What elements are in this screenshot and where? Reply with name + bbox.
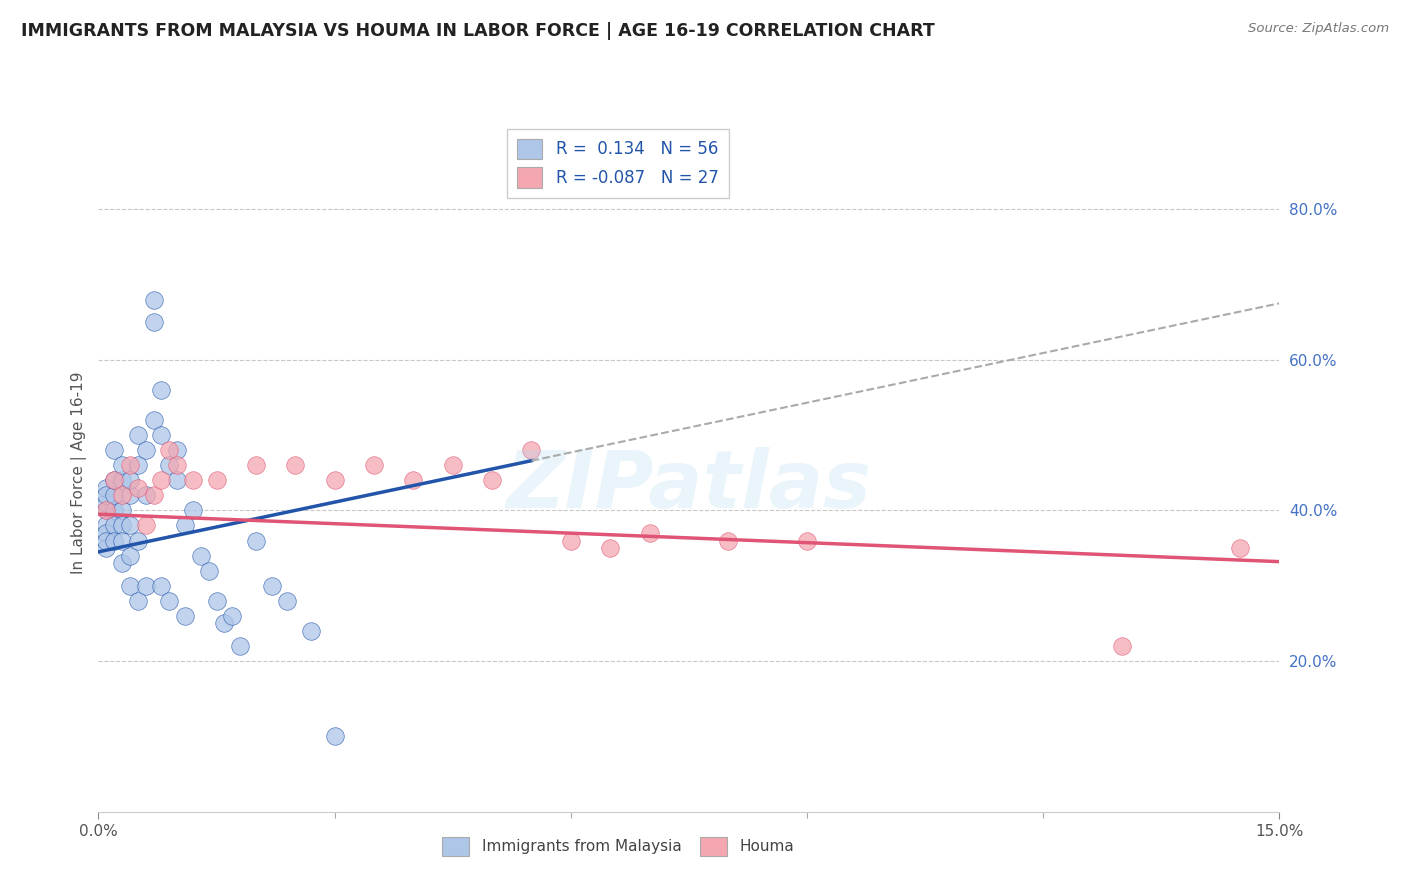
Point bbox=[150, 579, 173, 593]
Point bbox=[245, 458, 267, 473]
Point bbox=[111, 473, 134, 487]
Point bbox=[111, 533, 134, 548]
Point bbox=[638, 526, 661, 541]
Point bbox=[166, 458, 188, 473]
Point bbox=[118, 473, 141, 487]
Point bbox=[103, 473, 125, 487]
Point bbox=[118, 458, 141, 473]
Point bbox=[111, 556, 134, 570]
Point bbox=[717, 533, 740, 548]
Point bbox=[323, 730, 346, 744]
Point bbox=[103, 518, 125, 533]
Point bbox=[150, 428, 173, 442]
Point bbox=[150, 383, 173, 397]
Point bbox=[402, 473, 425, 487]
Point bbox=[205, 473, 228, 487]
Point bbox=[260, 579, 283, 593]
Point bbox=[221, 608, 243, 623]
Point bbox=[205, 594, 228, 608]
Point bbox=[157, 443, 180, 458]
Point bbox=[441, 458, 464, 473]
Point bbox=[135, 579, 157, 593]
Point bbox=[127, 533, 149, 548]
Point bbox=[190, 549, 212, 563]
Point bbox=[103, 488, 125, 502]
Point bbox=[150, 473, 173, 487]
Point bbox=[127, 594, 149, 608]
Point bbox=[96, 496, 118, 510]
Point bbox=[111, 503, 134, 517]
Point bbox=[96, 481, 118, 495]
Y-axis label: In Labor Force | Age 16-19: In Labor Force | Age 16-19 bbox=[72, 371, 87, 574]
Point bbox=[481, 473, 503, 487]
Point bbox=[96, 541, 118, 555]
Point bbox=[96, 488, 118, 502]
Point bbox=[363, 458, 385, 473]
Point bbox=[142, 293, 165, 307]
Point bbox=[118, 488, 141, 502]
Point bbox=[135, 518, 157, 533]
Point bbox=[127, 481, 149, 495]
Point bbox=[157, 458, 180, 473]
Point bbox=[796, 533, 818, 548]
Point bbox=[181, 473, 204, 487]
Point bbox=[135, 443, 157, 458]
Point bbox=[560, 533, 582, 548]
Point bbox=[96, 533, 118, 548]
Text: ZIPatlas: ZIPatlas bbox=[506, 447, 872, 525]
Point bbox=[245, 533, 267, 548]
Point bbox=[127, 428, 149, 442]
Point bbox=[127, 458, 149, 473]
Point bbox=[111, 458, 134, 473]
Point bbox=[166, 443, 188, 458]
Text: Source: ZipAtlas.com: Source: ZipAtlas.com bbox=[1249, 22, 1389, 36]
Point bbox=[520, 443, 543, 458]
Point bbox=[229, 639, 252, 653]
Point bbox=[174, 518, 197, 533]
Point bbox=[166, 473, 188, 487]
Point bbox=[142, 315, 165, 329]
Point bbox=[197, 564, 219, 578]
Point bbox=[142, 488, 165, 502]
Point bbox=[111, 518, 134, 533]
Point bbox=[118, 579, 141, 593]
Point bbox=[1229, 541, 1251, 555]
Point bbox=[1111, 639, 1133, 653]
Point bbox=[599, 541, 621, 555]
Text: IMMIGRANTS FROM MALAYSIA VS HOUMA IN LABOR FORCE | AGE 16-19 CORRELATION CHART: IMMIGRANTS FROM MALAYSIA VS HOUMA IN LAB… bbox=[21, 22, 935, 40]
Point bbox=[276, 594, 298, 608]
Point bbox=[96, 503, 118, 517]
Point bbox=[96, 526, 118, 541]
Point bbox=[323, 473, 346, 487]
Legend: Immigrants from Malaysia, Houma: Immigrants from Malaysia, Houma bbox=[436, 830, 800, 862]
Point bbox=[96, 518, 118, 533]
Point bbox=[111, 488, 134, 502]
Point bbox=[118, 549, 141, 563]
Point bbox=[299, 624, 322, 638]
Point bbox=[284, 458, 307, 473]
Point bbox=[214, 616, 236, 631]
Point bbox=[103, 533, 125, 548]
Point bbox=[135, 488, 157, 502]
Point bbox=[142, 413, 165, 427]
Point bbox=[181, 503, 204, 517]
Point bbox=[103, 473, 125, 487]
Point bbox=[103, 503, 125, 517]
Point bbox=[174, 608, 197, 623]
Point bbox=[103, 443, 125, 458]
Point bbox=[157, 594, 180, 608]
Point bbox=[96, 503, 118, 517]
Point bbox=[118, 518, 141, 533]
